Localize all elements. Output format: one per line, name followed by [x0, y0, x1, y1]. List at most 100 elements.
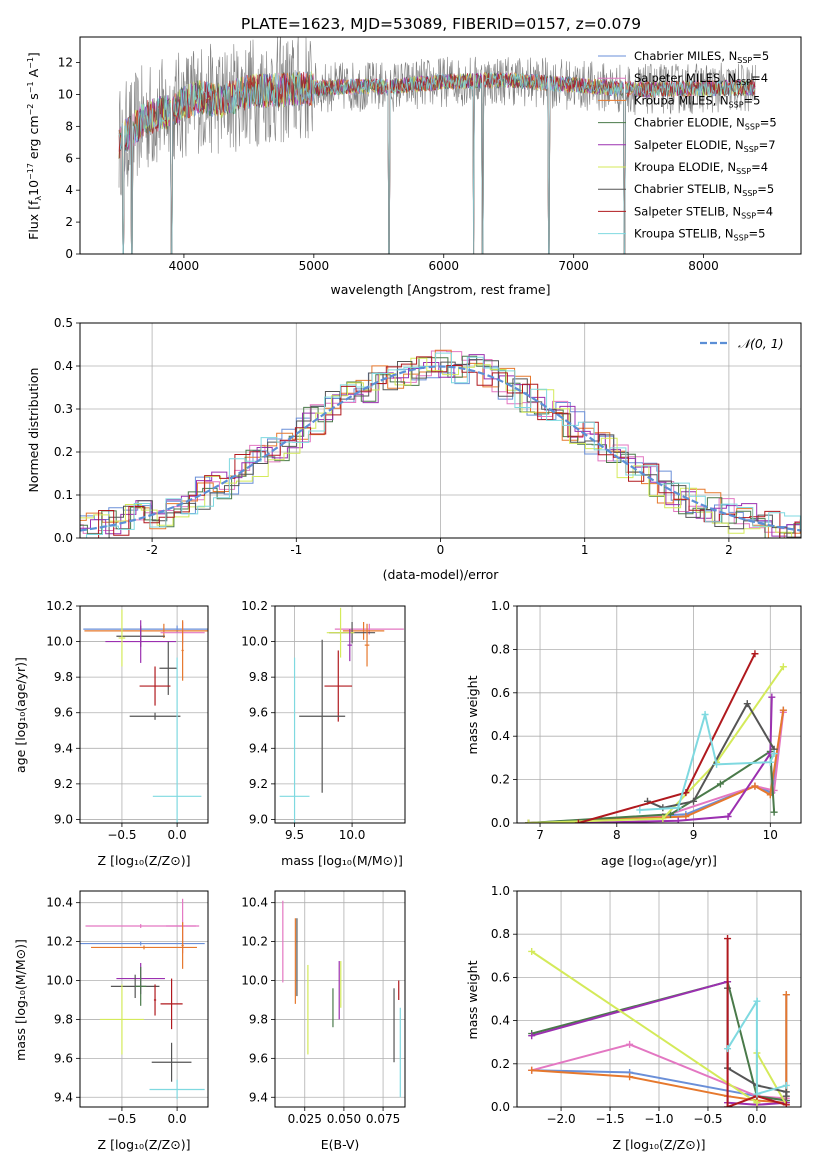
legend-label: Kroupa ELODIE, NSSP=4: [634, 160, 768, 176]
mass-weight-vs-z-panel: −2.0 −1.5 −1.0 −0.5 0.0 0.0 0.2 0.4 0.6 0.8 1.0 Z […: [465, 884, 802, 1152]
y-tick-label: 12: [58, 56, 73, 70]
y-tick-label: 0.8: [491, 927, 510, 941]
legend-label: Kroupa STELIB, NSSP=5: [634, 227, 765, 243]
y-tick-label: 9.8: [54, 1012, 73, 1026]
y-tick-label: 10.4: [46, 896, 73, 910]
x-axis-label: wavelength [Angstrom, rest frame]: [330, 282, 550, 297]
y-tick-label: 10.4: [241, 896, 268, 910]
legend-label: Chabrier STELIB, NSSP=5: [634, 182, 774, 198]
y-tick-label: 9.4: [249, 741, 268, 755]
mass-weight-series-line: [531, 1043, 787, 1100]
x-tick-label: −0.5: [693, 1112, 722, 1126]
mass-weight-marker: [701, 711, 709, 718]
mass-weight-marker: [674, 804, 682, 812]
mass-weight-marker: [528, 1032, 536, 1040]
x-axis-label: age [log₁₀(age/yr)]: [601, 853, 717, 868]
mass-weight-marker: [528, 1066, 536, 1074]
y-tick-label: 10: [58, 87, 73, 101]
mass-weight-marker: [724, 935, 732, 943]
y-tick-label: 1.0: [491, 884, 510, 898]
x-tick-label: 0.0: [168, 1112, 187, 1126]
x-axis-label: E(B-V): [321, 1137, 360, 1152]
mass-weight-marker: [528, 947, 536, 955]
legend-label: Kroupa MILES, NSSP=5: [634, 93, 760, 109]
mass-weight-marker: [770, 808, 778, 816]
mass-weight-marker: [626, 1040, 634, 1048]
y-tick-label: 0.2: [491, 773, 510, 787]
mass-weight-marker: [626, 1073, 634, 1081]
y-tick-label: 9.6: [249, 706, 268, 720]
age-vs-mass-panel: 9.5 10.0 9.0 9.2 9.4 9.6 9.8 10.0 10.2 mass [log₁…: [241, 599, 406, 868]
y-tick-label: 1.0: [491, 599, 510, 613]
y-tick-label: 0.0: [54, 531, 73, 545]
x-tick-label: 8000: [688, 259, 719, 273]
y-tick-label: 10.2: [46, 935, 73, 949]
x-tick-label: −0.5: [107, 828, 136, 842]
x-tick-label: 4000: [169, 259, 200, 273]
y-tick-label: 0.4: [54, 359, 73, 373]
mass-weight-marker: [724, 1103, 732, 1107]
legend-label: Salpeter MILES, NSSP=4: [634, 71, 768, 87]
y-tick-label: 9.4: [54, 1090, 73, 1104]
y-tick-label: 0.3: [54, 402, 73, 416]
mass-weight-marker: [724, 1045, 732, 1053]
y-tick-label: 9.2: [249, 777, 268, 791]
y-tick-label: 0.2: [491, 1057, 510, 1071]
residuals-panel: -2 -1 0 1 2 0.0 0.1 0.2 0.3 0.4 0.5 𝒩(0, 1) (data-mo…: [26, 316, 802, 582]
mass-weight-marker: [724, 812, 732, 820]
y-axis-label: Flux [fλ10−17 erg cm−2 s−1 A−1]: [26, 52, 43, 240]
histogram-step: [80, 355, 801, 538]
mass-weight-marker: [659, 815, 667, 823]
x-axis-label: (data-model)/error: [383, 567, 500, 582]
mass-weight-marker: [751, 650, 759, 658]
x-tick-label: 6000: [428, 259, 459, 273]
mass-weight-marker: [743, 700, 751, 708]
y-tick-label: 0.4: [491, 1014, 510, 1028]
y-tick-label: 9.0: [249, 812, 268, 826]
y-axis-label: age [log₁₀(age/yr)]: [13, 657, 28, 773]
x-tick-label: 9: [690, 828, 698, 842]
y-tick-label: 10.0: [241, 974, 268, 988]
y-tick-label: 0.2: [54, 445, 73, 459]
mass-weight-marker: [768, 693, 776, 701]
x-tick-label: 2: [725, 543, 733, 557]
y-tick-label: 0: [65, 247, 73, 261]
mass-weight-marker: [753, 1099, 761, 1107]
mass-vs-ebv-panel: 0.025 0.050 0.075 9.4 9.6 9.8 10.0 10.2 10.4 E(B-…: [241, 890, 406, 1152]
y-tick-label: 10.0: [46, 974, 73, 988]
y-axis-label: mass weight: [465, 960, 480, 1039]
x-tick-label: 0.050: [327, 1112, 361, 1126]
mass-weight-marker: [782, 1081, 790, 1089]
y-axis-label: mass [log₁₀(M/M⊙)]: [13, 939, 28, 1061]
y-tick-label: 9.4: [249, 1090, 268, 1104]
y-tick-label: 9.4: [54, 741, 73, 755]
y-axis-label: Normed distribution: [26, 368, 41, 493]
histogram-step: [80, 356, 801, 538]
mass-vs-z-panel: −0.5 0.0 9.4 9.6 9.8 10.0 10.2 10.4 Z [log₁₀(Z/Z…: [13, 890, 209, 1152]
mass-weight-marker: [690, 797, 698, 805]
x-tick-label: 10.0: [339, 828, 366, 842]
axes-frame: [516, 605, 802, 824]
x-axis-label: Z [log₁₀(Z/Z⊙)]: [613, 1137, 706, 1152]
histogram-step: [80, 352, 801, 538]
spectrum-model-line: [118, 71, 756, 254]
y-tick-label: 9.0: [54, 812, 73, 826]
y-tick-label: 9.2: [54, 777, 73, 791]
y-tick-label: 6: [65, 151, 73, 165]
y-tick-label: 9.6: [249, 1051, 268, 1065]
x-tick-label: 0.025: [288, 1112, 322, 1126]
x-tick-label: −1.5: [595, 1112, 624, 1126]
y-tick-label: 0.6: [491, 970, 510, 984]
mass-weight-series-line: [528, 666, 785, 823]
mass-weight-marker: [636, 806, 644, 814]
y-tick-label: 0.1: [54, 488, 73, 502]
legend-label: Chabrier ELODIE, NSSP=5: [634, 116, 777, 132]
y-tick-label: 0.0: [491, 1100, 510, 1114]
y-tick-label: 9.8: [54, 670, 73, 684]
legend-label: Salpeter ELODIE, NSSP=7: [634, 138, 776, 154]
y-tick-label: 10.0: [241, 635, 268, 649]
normal-curve: [79, 365, 802, 532]
mass-weight-marker: [779, 706, 787, 714]
mass-weight-marker: [751, 782, 759, 790]
